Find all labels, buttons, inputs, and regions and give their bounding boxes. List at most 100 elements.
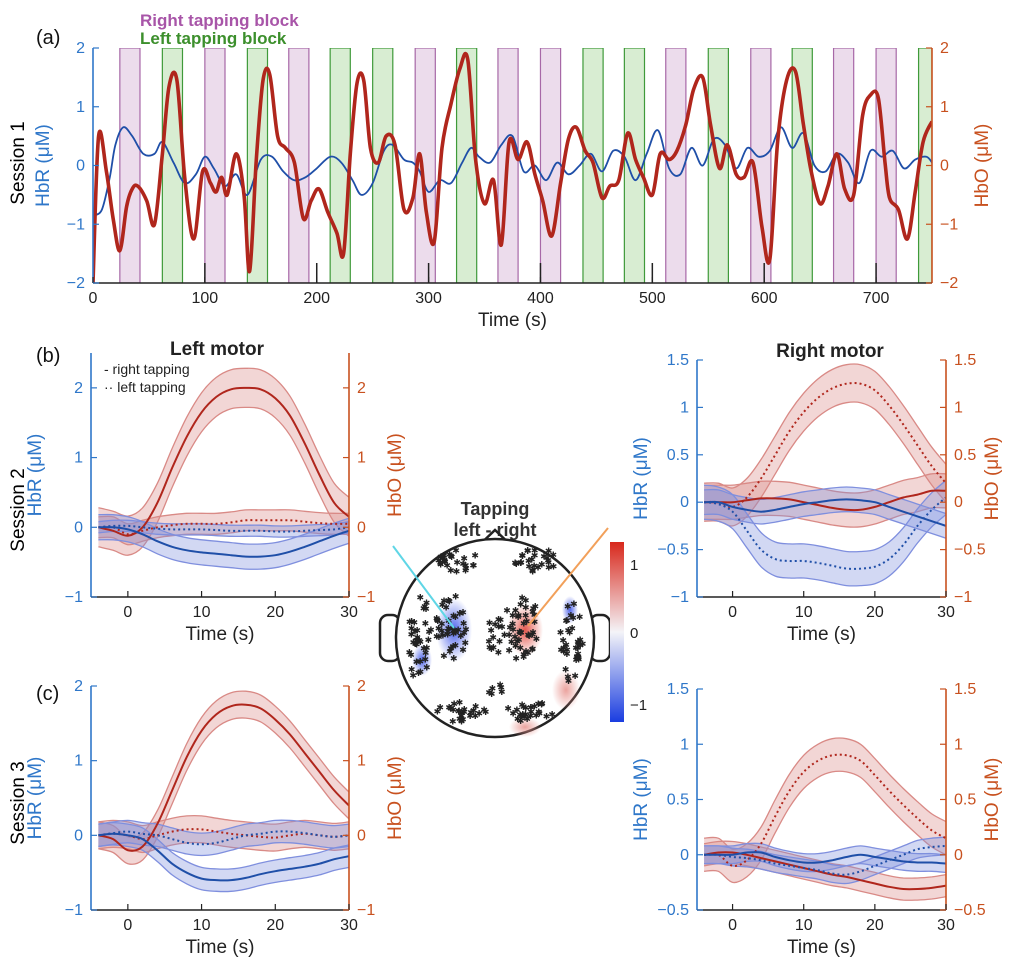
optode-marker: ✱ <box>498 687 506 697</box>
optode-marker: ✱ <box>522 710 530 720</box>
colorbar-tick-minus-1: −1 <box>630 697 647 714</box>
y-tick-label-right: −1 <box>940 216 958 233</box>
optode-marker: ✱ <box>485 636 493 646</box>
optode-marker: ✱ <box>452 545 460 555</box>
optode-marker: ✱ <box>435 632 443 642</box>
optode-marker: ✱ <box>491 620 499 630</box>
optode-marker: ✱ <box>522 647 530 657</box>
optode-marker: ✱ <box>437 558 445 568</box>
optode-marker: ✱ <box>458 716 466 726</box>
x-tick-label: 30 <box>340 604 358 621</box>
optode-marker: ✱ <box>466 711 474 721</box>
optode-marker: ✱ <box>497 615 505 625</box>
optode-marker: ✱ <box>520 652 528 662</box>
y-tick-label-left: −0.5 <box>657 902 689 919</box>
optode-marker: ✱ <box>501 630 509 640</box>
x-tick-label: 10 <box>193 917 211 934</box>
y-tick-label-right: −0.5 <box>954 902 986 919</box>
optode-marker: ✱ <box>461 704 469 714</box>
series-line-hbo-left-tapping <box>704 753 946 867</box>
y-tick-label-left: −2 <box>67 275 85 292</box>
optode-marker: ✱ <box>496 680 504 690</box>
optode-marker: ✱ <box>566 628 574 638</box>
optode-marker: ✱ <box>485 687 493 697</box>
optode-marker: ✱ <box>445 702 453 712</box>
y-tick-label-left: 1 <box>74 450 83 467</box>
activation-left-motor <box>436 598 472 662</box>
band-lower-hbr-right-tapping <box>98 539 349 570</box>
optode-marker: ✱ <box>427 625 435 635</box>
colorbar <box>610 542 624 722</box>
optode-marker: ✱ <box>536 709 544 719</box>
optode-marker: ✱ <box>462 561 470 571</box>
optode-marker: ✱ <box>449 717 457 727</box>
optode-marker: ✱ <box>486 618 494 628</box>
optode-marker: ✱ <box>562 665 570 675</box>
optode-marker: ✱ <box>576 635 584 645</box>
optode-marker: ✱ <box>407 650 415 660</box>
optode-marker: ✱ <box>440 596 448 606</box>
optode-marker: ✱ <box>450 699 458 709</box>
optode-marker: ✱ <box>517 558 525 568</box>
optode-marker: ✱ <box>531 701 539 711</box>
optode-marker: ✱ <box>437 559 445 569</box>
optode-marker: ✱ <box>435 556 443 566</box>
y-axis-label-right: HbO (μM) <box>982 758 1003 842</box>
band-hbo-right-tapping <box>98 368 349 556</box>
y-tick-label-left: 0.5 <box>667 792 689 809</box>
optode-marker: ✱ <box>470 561 478 571</box>
optode-marker: ✱ <box>519 710 527 720</box>
optode-marker: ✱ <box>522 602 530 612</box>
band-upper-hbr-left-tapping <box>703 479 946 553</box>
optode-marker: ✱ <box>417 667 425 677</box>
optode-marker: ✱ <box>535 707 543 717</box>
band-lower-hbo-left-tapping <box>98 529 349 546</box>
optode-marker: ✱ <box>544 555 552 565</box>
optode-marker: ✱ <box>452 640 460 650</box>
optode-marker: ✱ <box>550 550 558 560</box>
legend-right-tapping-block: Right tapping block <box>140 11 299 30</box>
optode-marker: ✱ <box>450 611 458 621</box>
optode-marker: ✱ <box>417 637 425 647</box>
optode-marker: ✱ <box>525 556 533 566</box>
x-axis-label: Time (s) <box>186 624 255 645</box>
y-tick-label-left: 0 <box>74 827 83 844</box>
tapping-block-left <box>372 48 394 283</box>
optode-marker: ✱ <box>505 630 513 640</box>
band-lower-hbo-left-tapping <box>704 770 946 884</box>
optode-marker: ✱ <box>455 706 463 716</box>
optode-marker: ✱ <box>448 552 456 562</box>
optode-marker: ✱ <box>559 636 567 646</box>
band-lower-hbo-right-tapping <box>98 406 349 556</box>
panel-label-b: (b) <box>36 345 60 367</box>
optode-marker: ✱ <box>565 676 573 686</box>
x-axis-label: Time (s) <box>478 310 547 331</box>
y-tick-label-right: 2 <box>357 380 366 397</box>
optode-marker: ✱ <box>538 700 546 710</box>
series-line-hbr-right-tapping <box>98 832 349 882</box>
y-tick-label-right: 1.5 <box>954 352 976 369</box>
optode-marker: ✱ <box>416 636 424 646</box>
y-tick-label-right: 1 <box>357 450 366 467</box>
series-line-hbo-left-tapping <box>704 381 946 508</box>
optode-marker: ✱ <box>450 625 458 635</box>
optode-marker: ✱ <box>533 710 541 720</box>
optode-marker: ✱ <box>462 566 470 576</box>
optode-marker: ✱ <box>531 617 539 627</box>
activation-right-parietal <box>552 670 580 710</box>
optode-marker: ✱ <box>574 649 582 659</box>
optode-marker: ✱ <box>563 645 571 655</box>
optode-marker: ✱ <box>538 698 546 708</box>
optode-marker: ✱ <box>416 657 424 667</box>
series-line-hbo <box>93 51 932 283</box>
x-tick-label: 20 <box>266 917 284 934</box>
y-axis-label-left: HbR (μM) <box>631 437 652 520</box>
optode-marker: ✱ <box>459 559 467 569</box>
optode-marker: ✱ <box>512 606 520 616</box>
y-tick-label-left: 1 <box>76 99 85 116</box>
optode-marker: ✱ <box>441 555 449 565</box>
series-line-hbo-right-tapping <box>98 386 349 537</box>
band-hbo-left-tapping <box>704 738 946 883</box>
optode-marker: ✱ <box>408 624 416 634</box>
optode-marker: ✱ <box>579 639 587 649</box>
